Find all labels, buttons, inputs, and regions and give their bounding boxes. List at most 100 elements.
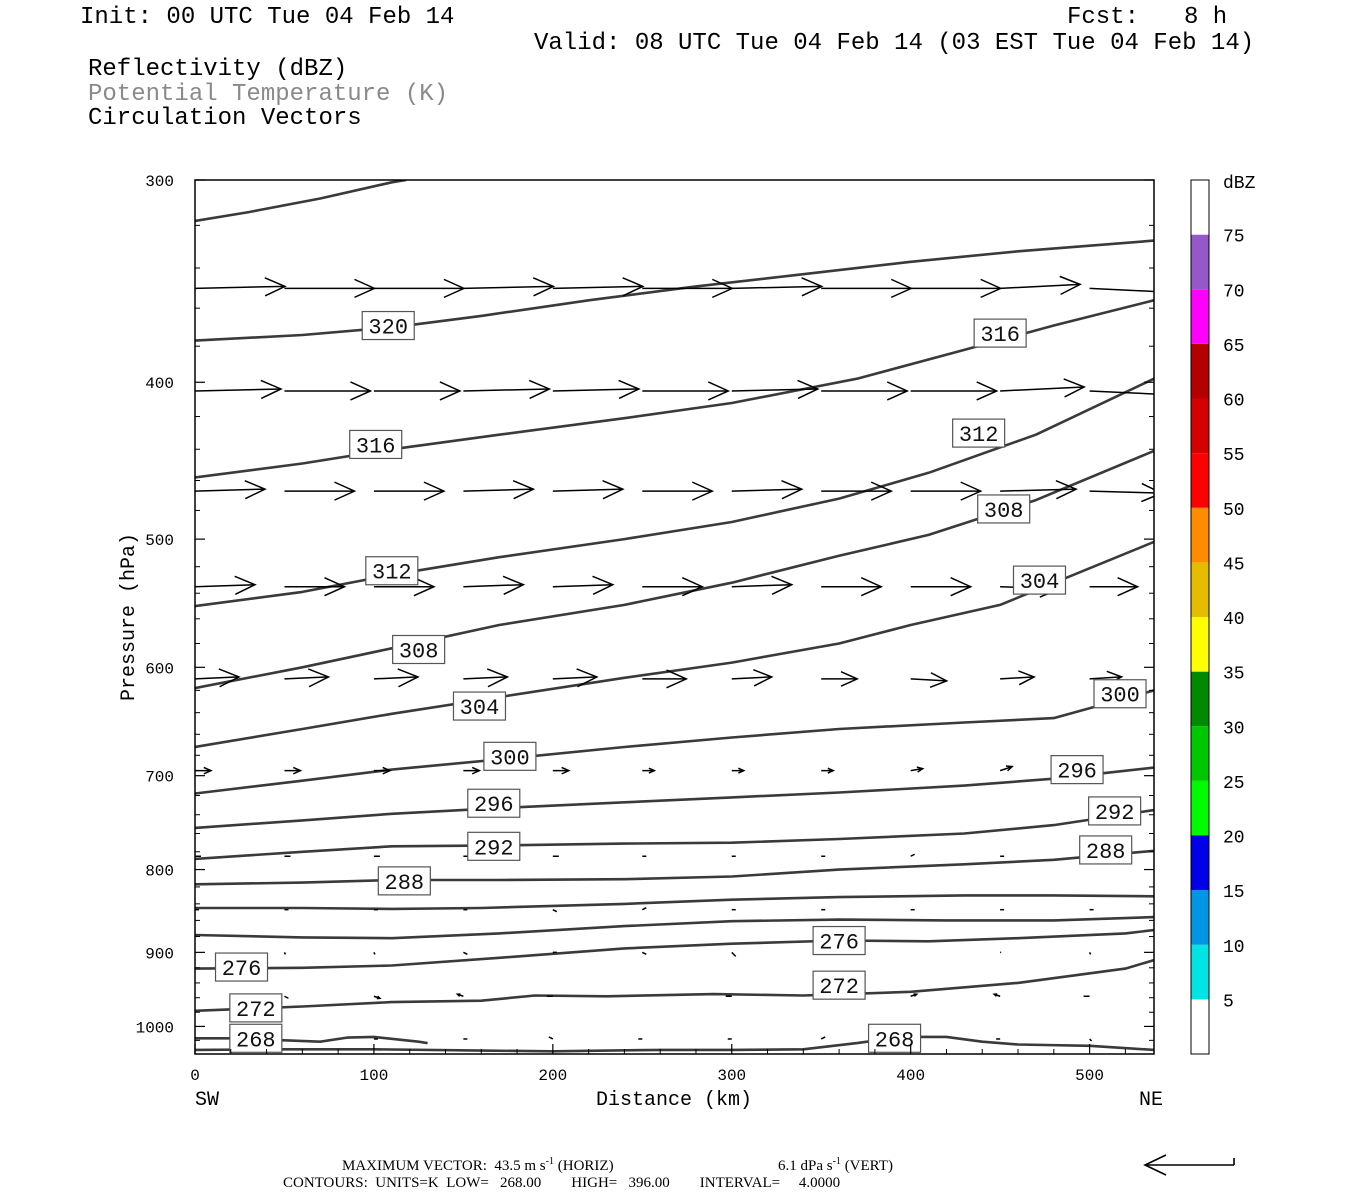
circulation-vector <box>992 993 1001 997</box>
vector-shaft <box>552 388 639 392</box>
contour-label-box <box>867 1023 922 1053</box>
contour-label-text: 296 <box>474 793 514 818</box>
colorbar-segment <box>1191 617 1209 672</box>
colorbar-segment <box>1191 780 1209 836</box>
circulation-vector <box>731 951 737 957</box>
contour-label-312: 312 <box>952 418 1006 448</box>
colorbar-segment <box>1191 890 1209 945</box>
contour-info: CONTOURS: UNITS=K LOW= 268.00 HIGH= 396.… <box>283 1175 841 1191</box>
theta-contour-280 <box>195 915 1154 940</box>
vector-head <box>929 672 949 689</box>
theta-contour-312 <box>195 377 1154 608</box>
contour-label-304: 304 <box>1012 565 1067 595</box>
theta-contour-320 <box>195 239 1154 342</box>
colorbar-label: 45 <box>1223 555 1245 575</box>
circulation-vector <box>463 951 468 956</box>
contour-label-text: 312 <box>372 561 412 586</box>
max-vector-vertical: 6.1 dPa s <box>778 1158 833 1174</box>
vector-shaft <box>463 285 554 290</box>
vector-shaft <box>1000 283 1081 290</box>
vector-head <box>960 481 983 501</box>
contour-label-272: 272 <box>229 993 283 1023</box>
contour-label-box <box>214 952 269 982</box>
vector-head <box>1059 275 1082 296</box>
colorbar-label: 55 <box>1223 446 1245 466</box>
vector-head <box>260 379 283 400</box>
vector-head <box>234 575 257 596</box>
vector-shaft <box>1088 952 1092 955</box>
vector-head <box>602 480 625 500</box>
vector-shaft <box>284 995 289 999</box>
vector-shaft <box>731 951 737 957</box>
field-potential-temperature: Potential Temperature (K) <box>88 81 449 108</box>
circulation-vector <box>910 577 973 597</box>
contour-label-text: 316 <box>980 323 1020 348</box>
contour-label-box <box>1050 755 1104 785</box>
colorbar-segment <box>1191 944 1209 1000</box>
field-reflectivity: Reflectivity (dBZ) <box>88 56 348 83</box>
colorbar-segment <box>1191 289 1209 344</box>
contour-label-text: 304 <box>1020 570 1060 595</box>
vector-head <box>1155 385 1175 403</box>
contour-label-box <box>229 993 283 1023</box>
vector-head <box>1055 479 1078 500</box>
vector-head <box>264 277 287 297</box>
contour-label-box <box>1012 565 1067 595</box>
contour-label-text: 300 <box>1100 684 1140 709</box>
circulation-vector <box>463 379 552 400</box>
x-tick-label: 0 <box>190 1067 200 1085</box>
theta-contour-292 <box>195 808 1154 861</box>
vector-head <box>1018 670 1036 686</box>
vector-head <box>916 766 925 773</box>
vector-head <box>681 577 705 597</box>
x-tick-label: 200 <box>538 1067 567 1085</box>
x-axis-right-end-label: NE <box>1139 1089 1163 1112</box>
circulation-vector <box>373 481 446 501</box>
max-vector-label: MAXIMUM VECTOR: <box>342 1158 487 1174</box>
colorbar-label: 75 <box>1223 228 1245 248</box>
contour-label-text: 308 <box>984 499 1024 524</box>
vector-head <box>423 481 446 501</box>
vector-shaft <box>731 583 792 588</box>
y-tick-label: 800 <box>145 863 174 881</box>
circulation-vector <box>373 278 466 299</box>
colorbar-segment <box>1191 671 1209 727</box>
y-tick-label: 700 <box>145 769 174 787</box>
y-tick-label: 400 <box>145 375 174 393</box>
field-circulation-vectors: Circulation Vectors <box>88 105 362 132</box>
contour-label-308: 308 <box>392 634 446 665</box>
colorbar-label: 30 <box>1223 719 1245 739</box>
circulation-vector <box>1089 282 1154 302</box>
vector-head <box>1152 282 1154 302</box>
contour-label-box <box>452 691 507 721</box>
circulation-vector <box>1089 1038 1093 1042</box>
circulation-vector <box>284 766 303 775</box>
circulation-vector <box>373 766 392 775</box>
vector-shaft <box>731 676 772 680</box>
colorbar-title: dBZ <box>1223 174 1256 194</box>
contour-label-276: 276 <box>214 952 269 982</box>
x-tick-label: 300 <box>717 1067 746 1085</box>
contour-label-box <box>483 741 537 771</box>
circulation-vector <box>195 379 283 400</box>
vert-tag: (VERT) <box>844 1158 893 1174</box>
contour-label-text: 272 <box>236 998 276 1023</box>
circulation-vector <box>731 767 746 774</box>
vert-unit-exponent: -1 <box>832 1156 841 1167</box>
contour-label-text: 320 <box>368 316 408 341</box>
colorbar-label: 20 <box>1223 829 1245 849</box>
circulation-vector <box>1089 482 1154 503</box>
contour-label-text: 296 <box>1057 760 1097 785</box>
circulation-vector <box>731 480 804 500</box>
contour-label-box <box>812 970 866 1000</box>
circulation-vector <box>195 480 267 500</box>
circulation-vector <box>1000 670 1036 686</box>
vector-head <box>382 766 392 775</box>
contour-label-288: 288 <box>377 866 431 896</box>
vector-shaft <box>1089 1038 1093 1042</box>
vector-head <box>471 766 482 775</box>
vector-shaft <box>463 676 508 680</box>
vector-head <box>886 381 910 401</box>
contour-label-text: 312 <box>959 423 999 448</box>
